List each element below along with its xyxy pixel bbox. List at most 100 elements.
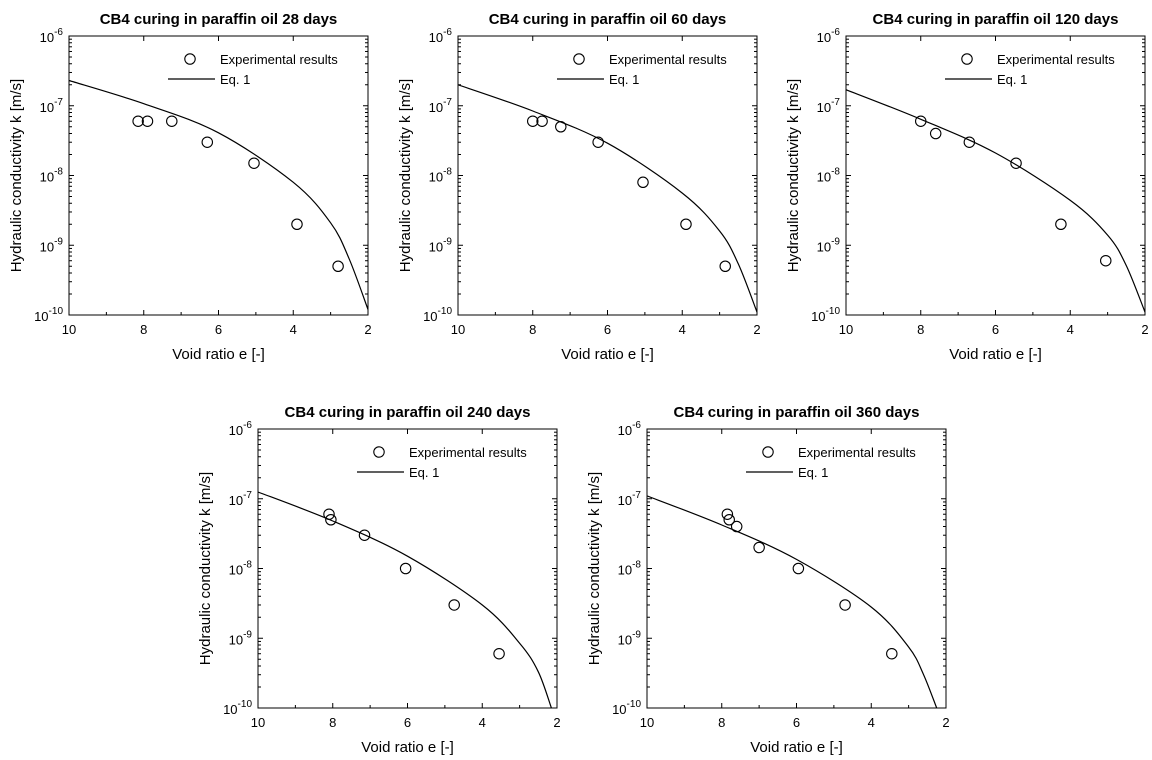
legend-label: Eq. 1	[220, 72, 250, 87]
x-tick-label: 4	[290, 322, 297, 337]
x-tick-label: 8	[529, 322, 536, 337]
x-tick-label: 8	[718, 715, 725, 730]
y-tick-label: 10-10	[223, 699, 252, 717]
x-tick-label: 8	[329, 715, 336, 730]
y-axis-label: Hydraulic conductivity k [m/s]	[785, 79, 802, 272]
chart-panel: 10 8 6 4 2 10-10 10-9 10-8 10-7 10-6 CB4 curing in…	[785, 11, 1149, 363]
y-axis-label: Hydraulic conductivity k [m/s]	[8, 79, 25, 272]
axes-box	[845, 35, 1146, 316]
data-point	[592, 136, 604, 148]
chart-title: CB4 curing in paraffin oil 360 days	[674, 404, 920, 421]
data-point	[753, 541, 765, 554]
y-tick-label: 10-8	[40, 167, 64, 185]
y-tick-label: 10-9	[817, 236, 841, 254]
y-tick-label: 10-8	[618, 560, 642, 578]
legend-marker	[961, 53, 973, 65]
chart-panel: 10 8 6 4 2 10-10 10-9 10-8 10-7 10-6 CB4 curing in…	[586, 404, 950, 756]
y-tick-label: 10-10	[612, 699, 641, 717]
data-point	[719, 260, 731, 272]
x-tick-label: 6	[604, 322, 611, 337]
x-tick-label: 4	[1067, 322, 1074, 337]
data-point	[399, 562, 412, 575]
data-point	[141, 115, 154, 127]
legend-label: Experimental results	[798, 445, 916, 460]
x-tick-label: 10	[62, 322, 76, 337]
x-tick-label: 2	[364, 322, 371, 337]
y-tick-label: 10-10	[34, 306, 63, 324]
data-point	[132, 115, 144, 127]
x-tick-label: 2	[553, 715, 560, 730]
y-tick-label: 10-9	[40, 236, 64, 254]
data-point	[886, 647, 898, 660]
data-point	[493, 647, 505, 660]
y-tick-label: 10-6	[618, 420, 642, 438]
axes-box	[257, 428, 558, 709]
y-tick-label: 10-6	[817, 27, 841, 45]
data-point	[358, 529, 371, 541]
eq1-curve	[647, 495, 938, 708]
y-tick-label: 10-6	[40, 27, 64, 45]
x-tick-label: 4	[679, 322, 686, 337]
axes-box	[457, 35, 758, 316]
legend-marker	[573, 53, 585, 65]
x-axis-label: Void ratio e [-]	[361, 739, 454, 756]
y-tick-label: 10-8	[817, 167, 841, 185]
data-point	[448, 599, 460, 611]
axes-box	[68, 35, 369, 316]
y-tick-label: 10-9	[229, 629, 253, 647]
data-point	[201, 136, 214, 148]
data-point	[332, 260, 344, 272]
x-tick-label: 10	[839, 322, 853, 337]
x-axis-label: Void ratio e [-]	[949, 346, 1042, 363]
legend-label: Eq. 1	[997, 72, 1027, 87]
legend-marker	[373, 446, 385, 458]
data-point	[637, 176, 649, 189]
eq1-curve	[846, 89, 1145, 313]
x-tick-label: 6	[793, 715, 800, 730]
legend-label: Experimental results	[609, 52, 727, 67]
y-axis-label: Hydraulic conductivity k [m/s]	[586, 472, 603, 665]
x-tick-label: 6	[215, 322, 222, 337]
data-point	[1010, 157, 1022, 169]
eq1-curve	[458, 84, 757, 313]
x-tick-label: 2	[1141, 322, 1148, 337]
x-axis-label: Void ratio e [-]	[750, 739, 843, 756]
x-tick-label: 10	[640, 715, 654, 730]
y-tick-label: 10-7	[229, 490, 253, 508]
data-point	[929, 127, 942, 140]
data-point	[536, 115, 548, 127]
legend-label: Eq. 1	[609, 72, 639, 87]
legend-label: Eq. 1	[798, 465, 828, 480]
data-point	[325, 513, 337, 526]
data-point	[291, 218, 303, 231]
y-tick-label: 10-7	[817, 97, 841, 115]
y-tick-label: 10-6	[229, 420, 253, 438]
data-point	[248, 157, 260, 169]
y-tick-label: 10-7	[429, 97, 453, 115]
y-tick-label: 10-7	[40, 97, 64, 115]
data-point	[839, 599, 851, 611]
data-point	[723, 513, 735, 526]
chart-title: CB4 curing in paraffin oil 120 days	[873, 11, 1119, 28]
x-tick-label: 6	[404, 715, 411, 730]
x-tick-label: 2	[753, 322, 760, 337]
legend-marker	[184, 53, 196, 65]
eq1-curve	[258, 491, 552, 708]
y-tick-label: 10-7	[618, 490, 642, 508]
eq1-curve	[69, 79, 368, 310]
x-tick-label: 8	[917, 322, 924, 337]
y-tick-label: 10-9	[618, 629, 642, 647]
x-tick-label: 2	[942, 715, 949, 730]
legend-marker	[762, 446, 774, 458]
y-axis-label: Hydraulic conductivity k [m/s]	[197, 472, 214, 665]
data-point	[526, 115, 539, 127]
x-axis-label: Void ratio e [-]	[561, 346, 654, 363]
legend-label: Eq. 1	[409, 465, 439, 480]
legend-label: Experimental results	[409, 445, 527, 460]
data-point	[792, 562, 805, 575]
chart-title: CB4 curing in paraffin oil 60 days	[489, 11, 727, 28]
data-point	[1055, 218, 1067, 231]
x-tick-label: 10	[251, 715, 265, 730]
y-tick-label: 10-8	[229, 560, 253, 578]
data-point	[721, 508, 734, 520]
